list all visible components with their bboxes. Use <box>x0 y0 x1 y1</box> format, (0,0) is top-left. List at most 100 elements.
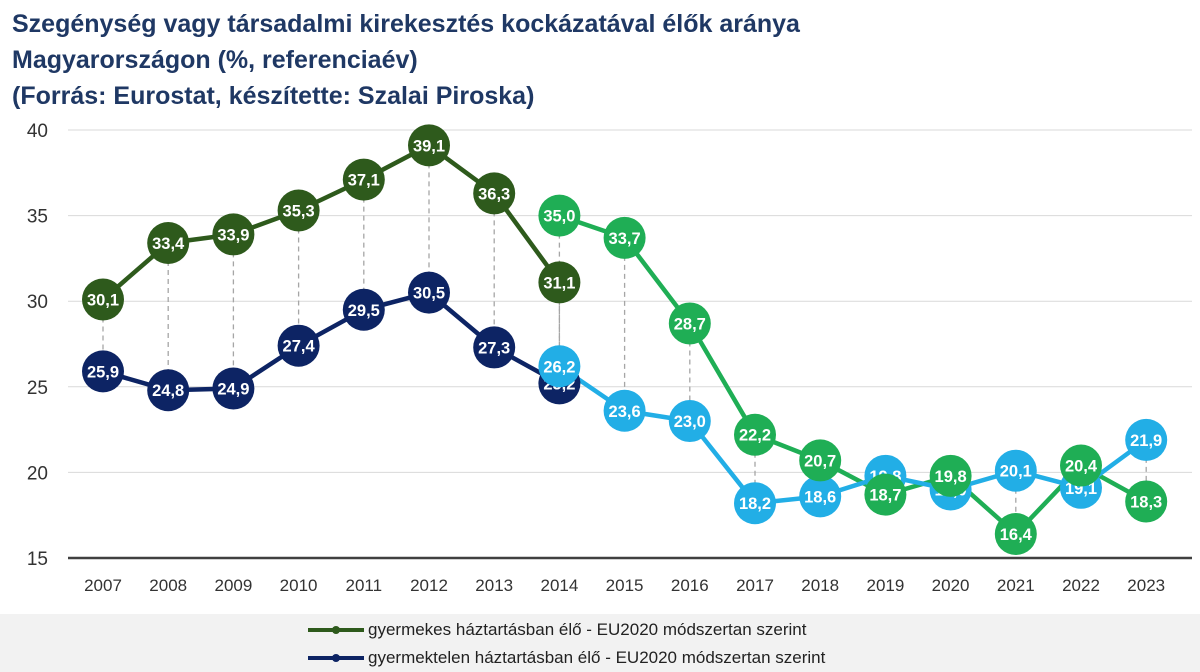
point-s3-2019[interactable] <box>864 473 907 516</box>
legend-marker-series-2 <box>308 654 364 662</box>
data-label-s2-2009: 24,9 <box>217 381 249 399</box>
data-label-s2-2011: 29,5 <box>348 302 380 320</box>
legend-item-series-2[interactable]: gyermektelen háztartásban élő - EU2020 m… <box>306 646 825 670</box>
y-axis-ticks: 15 20 25 30 35 40 <box>27 121 48 570</box>
point-s2-2010[interactable] <box>277 324 320 367</box>
point-s3-2017[interactable] <box>734 413 776 456</box>
point-s4-2014[interactable] <box>538 345 581 388</box>
point-s2-2007[interactable] <box>82 350 124 393</box>
x-tick-label-2013: 2013 <box>475 576 513 595</box>
point-s2-2009[interactable] <box>212 367 255 410</box>
data-label-s4-2023: 21,9 <box>1130 432 1162 450</box>
point-s2-2012[interactable] <box>408 271 450 314</box>
y-tick-label-15: 15 <box>27 549 48 570</box>
x-tick-label-2016: 2016 <box>671 576 709 595</box>
data-label-s4-2018: 18,6 <box>804 488 836 506</box>
data-label-s4-2015: 23,6 <box>609 403 641 421</box>
x-tick-label-2023: 2023 <box>1127 576 1165 595</box>
point-s3-2020[interactable] <box>929 454 972 497</box>
data-label-s1-2013: 36,3 <box>478 185 510 203</box>
legend-marker-series-1 <box>308 626 364 634</box>
data-label-s1-2010: 35,3 <box>283 202 315 220</box>
x-tick-label-2017: 2017 <box>736 576 774 595</box>
y-tick-label-40: 40 <box>27 121 48 142</box>
point-s1-2014[interactable] <box>538 261 581 304</box>
data-label-s1-2011: 37,1 <box>348 172 380 190</box>
point-s3-2015[interactable] <box>603 216 646 259</box>
point-s3-2018[interactable] <box>799 439 842 482</box>
x-tick-label-2014: 2014 <box>540 576 578 595</box>
data-label-s2-2010: 27,4 <box>283 338 316 356</box>
x-tick-label-2011: 2011 <box>346 576 383 595</box>
point-s1-2011[interactable] <box>342 158 385 201</box>
x-tick-label-2010: 2010 <box>280 576 318 595</box>
point-s2-2013[interactable] <box>473 326 516 369</box>
legend: gyermekes háztartásban élő - EU2020 móds… <box>0 614 1200 672</box>
point-s1-2009[interactable] <box>212 213 255 256</box>
point-s4-2023[interactable] <box>1125 418 1168 461</box>
point-s2-2008[interactable] <box>147 369 190 412</box>
x-tick-label-2018: 2018 <box>801 576 839 595</box>
point-s4-2015[interactable] <box>603 389 646 432</box>
point-s4-2021[interactable] <box>994 449 1037 492</box>
series-line-4 <box>558 364 1148 506</box>
x-tick-label-2022: 2022 <box>1062 576 1100 595</box>
data-label-s1-2014: 31,1 <box>543 274 575 292</box>
point-s3-2016[interactable] <box>668 302 711 345</box>
y-tick-label-35: 35 <box>27 207 48 228</box>
data-label-s2-2012: 30,5 <box>413 285 445 303</box>
data-label-s3-2014: 35,0 <box>543 208 575 226</box>
x-tick-label-2015: 2015 <box>606 576 644 595</box>
point-s4-2016[interactable] <box>668 400 711 443</box>
chart-title-line-2: Magyarországon (%, referenciaév) <box>12 46 418 74</box>
point-s3-2014[interactable] <box>538 194 581 237</box>
y-tick-label-25: 25 <box>27 378 48 399</box>
gridlines <box>68 129 1192 560</box>
point-s3-2023[interactable] <box>1125 480 1168 523</box>
point-s1-2010[interactable] <box>277 189 320 232</box>
point-s3-2022[interactable] <box>1060 444 1102 487</box>
data-label-s1-2008: 33,4 <box>152 235 185 253</box>
line-chart: 15 20 25 30 35 40 2007 2008 2009 2010 2011 2012 201… <box>27 121 1192 595</box>
point-s1-2012[interactable] <box>408 124 450 167</box>
x-axis-ticks: 2007 2008 2009 2010 2011 2012 2013 2014 2015 2016… <box>84 576 1165 595</box>
x-tick-label-2020: 2020 <box>932 576 970 595</box>
data-label-s3-2019: 18,7 <box>869 487 901 505</box>
data-label-s4-2016: 23,0 <box>674 413 706 431</box>
y-tick-label-20: 20 <box>27 463 48 484</box>
point-s1-2013[interactable] <box>473 172 516 215</box>
data-label-s2-2007: 25,9 <box>87 363 119 381</box>
legend-label-series-1: gyermekes háztartásban élő - EU2020 móds… <box>368 620 807 639</box>
point-s2-2011[interactable] <box>342 288 385 331</box>
data-label-s3-2023: 18,3 <box>1130 494 1162 512</box>
data-label-s3-2016: 28,7 <box>674 315 706 333</box>
legend-item-series-1[interactable]: gyermekes háztartásban élő - EU2020 móds… <box>306 618 806 642</box>
data-label-s3-2018: 20,7 <box>804 452 836 470</box>
data-label-s2-2013: 27,3 <box>478 339 510 357</box>
chart-title-line-1: Szegénység vagy társadalmi kirekesztés k… <box>12 10 800 38</box>
point-s1-2008[interactable] <box>147 221 190 264</box>
x-tick-label-2012: 2012 <box>410 576 448 595</box>
data-label-s3-2021: 16,4 <box>1000 526 1033 544</box>
x-tick-label-2007: 2007 <box>84 576 122 595</box>
drop-lines <box>102 145 1147 535</box>
series-line-3 <box>558 213 1148 537</box>
point-s1-2007[interactable] <box>82 278 124 321</box>
x-tick-label-2021: 2021 <box>997 576 1035 595</box>
x-tick-label-2009: 2009 <box>214 576 252 595</box>
data-label-s3-2022: 20,4 <box>1065 458 1098 476</box>
x-tick-label-2019: 2019 <box>866 576 904 595</box>
chart-title: Szegénység vagy társadalmi kirekesztés k… <box>12 6 1192 114</box>
data-label-s2-2008: 24,8 <box>152 382 184 400</box>
data-label-s4-2014: 26,2 <box>543 358 575 376</box>
x-tick-label-2008: 2008 <box>149 576 187 595</box>
data-label-s3-2015: 33,7 <box>609 230 641 248</box>
legend-label-series-2: gyermektelen háztartásban élő - EU2020 m… <box>368 648 826 667</box>
chart-title-line-3: (Forrás: Eurostat, készítette: Szalai Pi… <box>12 82 535 110</box>
point-s4-2018[interactable] <box>799 475 842 518</box>
point-s4-2017[interactable] <box>734 482 776 525</box>
data-label-s1-2007: 30,1 <box>87 291 119 309</box>
data-label-s4-2017: 18,2 <box>739 495 771 513</box>
point-s3-2021[interactable] <box>994 513 1037 556</box>
series-points: 25,924,824,927,429,530,527,325,230,133,4… <box>82 124 1168 556</box>
